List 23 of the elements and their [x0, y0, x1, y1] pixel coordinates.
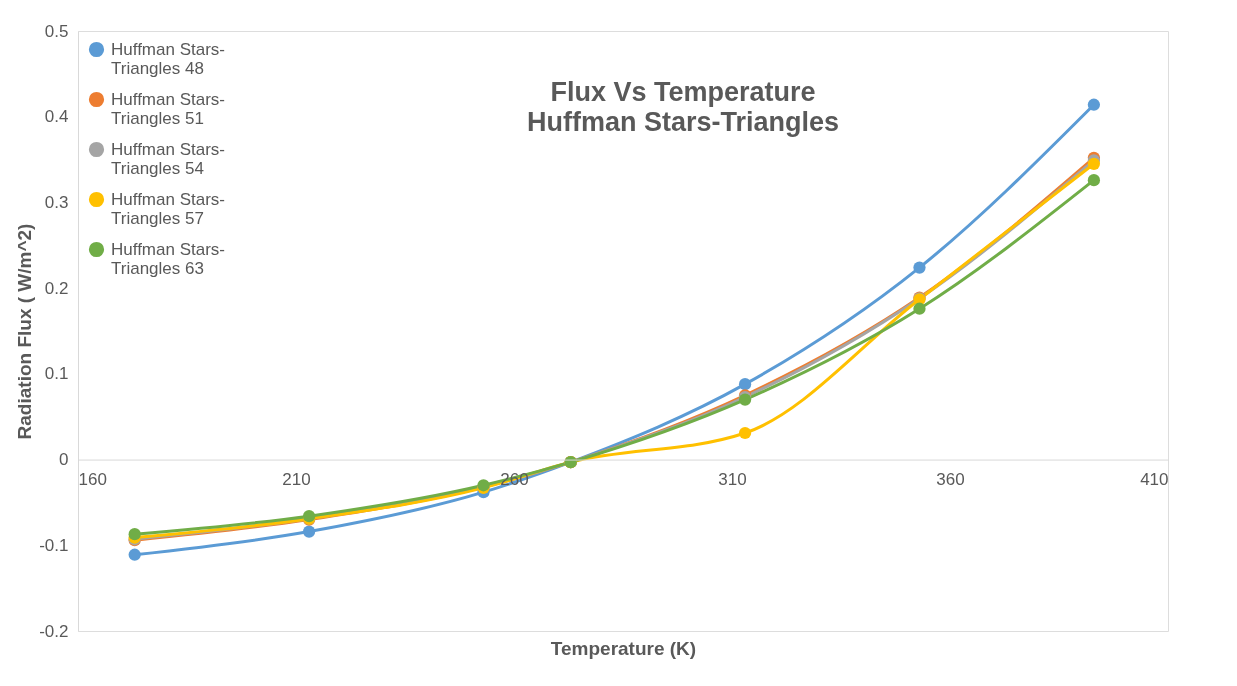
y-tick-label: 0	[59, 450, 69, 470]
x-axis-title: Temperature (K)	[550, 637, 697, 659]
text: Flux Vs Temperature	[550, 77, 816, 107]
y-tick-label: -0.2	[39, 621, 69, 641]
legend-label: Huffman Stars-Triangles 51	[111, 89, 226, 128]
x-tick-label: 360	[936, 470, 965, 490]
y-tick-label: 0.3	[44, 192, 69, 212]
legend-label: Huffman Stars-Triangles 63	[111, 239, 226, 278]
y-tick-label: -0.1	[39, 535, 69, 555]
legend-label: Huffman Stars-Triangles 54	[111, 139, 226, 178]
y-tick-label: 0.5	[44, 21, 69, 41]
legend-label: Huffman Stars-Triangles 57	[111, 189, 226, 228]
x-tick-label: 410	[1140, 470, 1169, 490]
legend-label: Huffman Stars-Triangles 48	[111, 39, 226, 78]
x-tick-label: 210	[282, 470, 311, 490]
y-axis-title: Radiation Flux ( W/m^2)	[14, 223, 36, 440]
x-tick-label: 260	[500, 470, 529, 490]
text: Huffman Stars-Triangles	[526, 107, 840, 137]
y-tick-label: 0.4	[44, 107, 69, 127]
y-tick-label: 0.2	[44, 278, 69, 298]
y-tick-label: 0.1	[44, 364, 69, 384]
x-tick-label: 160	[78, 470, 107, 490]
x-tick-label: 310	[718, 470, 747, 490]
